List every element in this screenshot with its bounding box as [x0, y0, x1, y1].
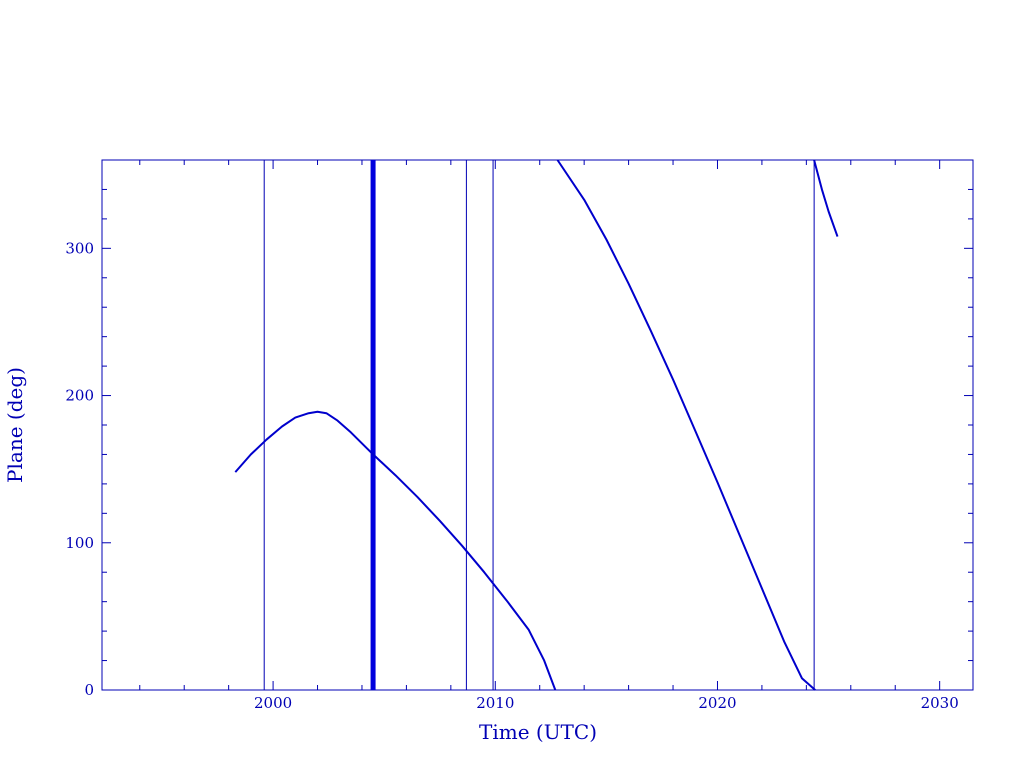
- x-tick-label: 2000: [254, 694, 292, 712]
- tick-marks: [102, 159, 973, 691]
- series-line-3: [813, 159, 839, 237]
- y-tick-label: 0: [84, 681, 94, 699]
- x-tick-label: 2010: [476, 694, 514, 712]
- x-axis-title: Time (UTC): [479, 720, 597, 744]
- vertical-markers: [263, 160, 815, 690]
- series-line-2: [556, 159, 816, 691]
- y-tick-label: 200: [65, 387, 94, 405]
- y-tick-label: 100: [65, 534, 94, 552]
- tick-labels: 2000 2010 2020 2030 0 100 200 300: [65, 239, 958, 712]
- x-tick-label: 2030: [921, 694, 959, 712]
- axes: [101, 159, 974, 691]
- plot-frame: [101, 159, 974, 691]
- x-tick-label: 2020: [698, 694, 736, 712]
- y-axis-title: Plane (deg): [3, 367, 27, 483]
- series-lines: [234, 159, 839, 691]
- y-tick-label: 300: [65, 239, 94, 257]
- series-line-1: [234, 410, 557, 691]
